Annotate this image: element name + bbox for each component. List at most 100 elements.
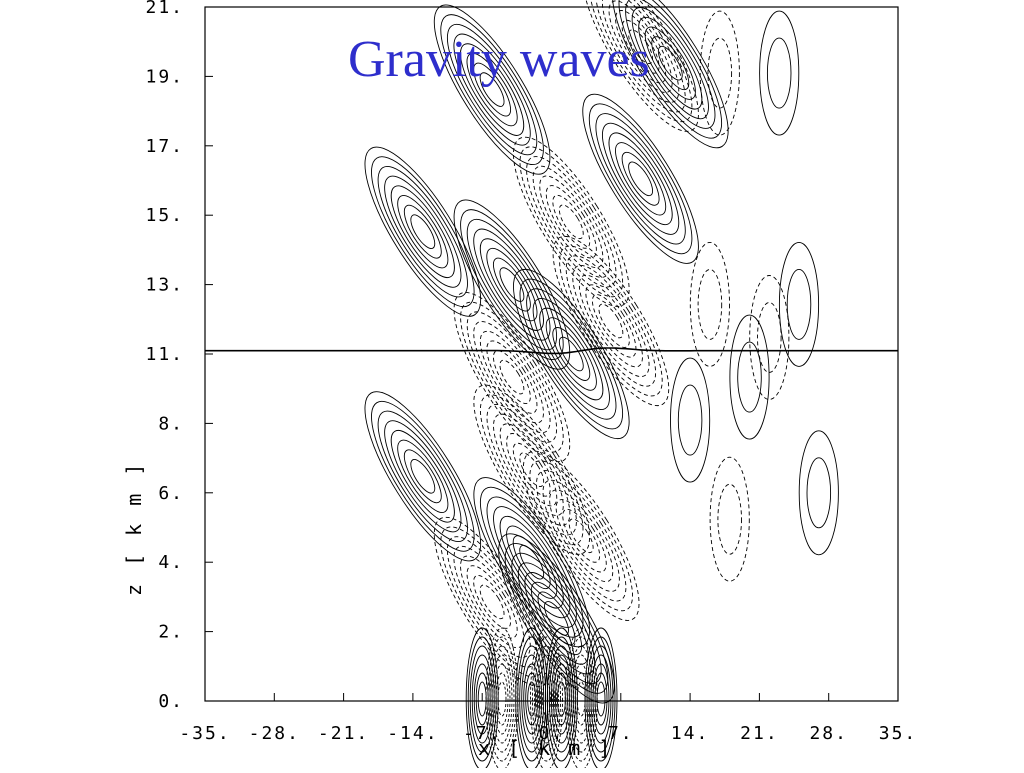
positive-contour [453, 199, 571, 370]
negative-contour [572, 264, 650, 378]
positive-contour [530, 581, 583, 656]
x-tick-label: -7. [463, 723, 502, 744]
negative-contour [532, 165, 610, 278]
positive-contour [473, 477, 590, 648]
negative-contour [598, 303, 624, 339]
negative-contour [545, 185, 597, 259]
negative-contour [536, 470, 627, 602]
x-tick-label: 0. [539, 723, 565, 744]
positive-contour [615, 142, 667, 216]
y-tick-label: 8. [158, 413, 184, 434]
positive-contour [513, 268, 630, 440]
x-tick-label: -21. [318, 723, 369, 744]
negative-contour [555, 499, 607, 573]
positive-contour [364, 391, 482, 562]
negative-contour [568, 518, 594, 554]
positive-contour [592, 663, 610, 735]
y-axis-label: z [ k m ] [122, 461, 146, 596]
positive-contour [473, 62, 512, 117]
x-tick-label: 7. [608, 723, 634, 744]
negative-contour [460, 555, 525, 649]
negative-contour [473, 574, 512, 629]
positive-contour [469, 645, 495, 753]
positive-contour [364, 146, 482, 317]
y-tick-label: 2. [158, 622, 184, 643]
negative-contour [466, 565, 518, 639]
positive-contour [523, 663, 541, 735]
x-tick-label: 21. [740, 723, 779, 744]
negative-contour [615, 10, 667, 84]
positive-contour [729, 314, 770, 440]
positive-contour [595, 113, 686, 245]
negative-contour [519, 146, 624, 298]
positive-contour [498, 533, 615, 704]
negative-contour [562, 508, 601, 563]
positive-contour [403, 204, 442, 259]
negative-contour [585, 284, 637, 358]
negative-contour [709, 456, 750, 582]
negative-contour [542, 681, 551, 717]
negative-contour [486, 404, 577, 536]
negative-contour [578, 274, 643, 368]
positive-contour [588, 645, 614, 753]
positive-contour [453, 33, 531, 146]
x-tick-label: 28. [809, 723, 848, 744]
y-tick-label: 17. [145, 136, 184, 157]
positive-contour [479, 72, 505, 107]
negative-contour [601, 0, 680, 103]
negative-contour [526, 156, 617, 288]
negative-contour [479, 394, 584, 546]
positive-contour [519, 278, 624, 430]
negative-contour [519, 452, 545, 487]
negative-contour [689, 241, 730, 367]
positive-contour [410, 214, 436, 249]
negative-contour [628, 29, 654, 64]
positive-contour [384, 175, 462, 288]
negative-contour [433, 516, 551, 687]
positive-contour [590, 654, 612, 744]
positive-contour [552, 327, 591, 381]
positive-contour [410, 459, 436, 494]
negative-contour [466, 311, 558, 443]
negative-contour [512, 442, 551, 497]
negative-contour [588, 0, 693, 123]
negative-contour [697, 268, 723, 340]
positive-contour [473, 228, 551, 341]
positive-contour [486, 496, 577, 628]
positive-contour [493, 506, 571, 619]
x-tick-label: -35. [179, 723, 230, 744]
positive-contour [582, 93, 699, 264]
negative-contour [559, 245, 663, 397]
positive-contour [397, 439, 449, 513]
negative-contour [552, 194, 591, 249]
negative-contour [497, 681, 507, 717]
negative-contour [492, 350, 531, 405]
positive-contour [479, 238, 544, 331]
negative-contour [536, 654, 557, 744]
y-axis: 0. 2. 4. 6. 8. 11. 13. 15. 17. 19. 21. [145, 0, 213, 712]
positive-contour [446, 23, 538, 156]
negative-contour [499, 359, 525, 395]
positive-contour [798, 430, 839, 556]
negative-contour [506, 433, 558, 507]
negative-contour [486, 340, 538, 414]
positive-contour [499, 267, 525, 302]
positive-contour [397, 195, 449, 269]
positive-contour [537, 591, 576, 646]
positive-contour [545, 317, 597, 391]
positive-contour [539, 307, 604, 401]
negative-contour [570, 654, 592, 744]
negative-contour [582, 0, 699, 132]
negative-contour [513, 136, 630, 307]
positive-contour [471, 654, 493, 744]
positive-contour [621, 151, 660, 206]
negative-contour [479, 330, 544, 424]
positive-contour [558, 336, 584, 372]
x-tick-label: 35. [879, 723, 918, 744]
negative-contour [453, 545, 531, 658]
positive-contour [544, 601, 569, 636]
positive-contour [466, 52, 518, 127]
positive-contour [586, 636, 616, 762]
y-tick-label: 13. [145, 275, 184, 296]
